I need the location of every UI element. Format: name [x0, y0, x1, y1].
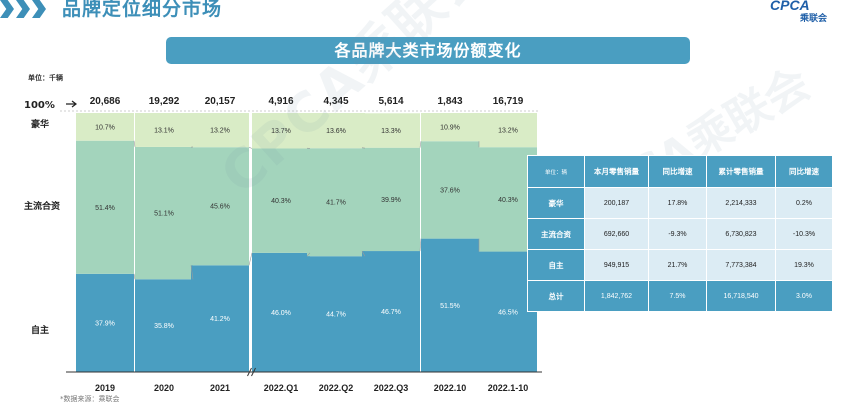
- total-label: 1,843: [437, 96, 462, 107]
- connector-line: [420, 141, 421, 147]
- table-cell: 692,660: [585, 219, 649, 250]
- table-total-row: 总计 1,842,762 7.5% 16,718,540 3.0%: [528, 281, 833, 312]
- data-label: 39.9%: [381, 197, 401, 204]
- tick-label: 2020: [154, 383, 174, 393]
- table-header-cell: 本月零售销量: [585, 156, 649, 188]
- data-label: 37.6%: [440, 187, 460, 194]
- total-label: 4,345: [323, 96, 348, 107]
- data-label: 40.3%: [271, 198, 291, 205]
- table-cell: 总计: [528, 281, 585, 312]
- tick-label: 2022.Q1: [264, 383, 299, 393]
- total-label: 19,292: [149, 96, 180, 107]
- table-row: 主流合资 692,660 -9.3% 6,730,823 -10.3%: [528, 219, 833, 250]
- tick-label: 2019: [95, 383, 115, 393]
- data-label: 51.4%: [95, 205, 115, 212]
- connector-line: [249, 147, 252, 148]
- data-label: 37.9%: [95, 320, 115, 327]
- table-cell: 主流合资: [528, 219, 585, 250]
- data-label: 13.3%: [381, 128, 401, 135]
- data-label: 13.2%: [498, 128, 518, 135]
- table-cell: 17.8%: [649, 188, 707, 219]
- table-cell: 1,842,762: [585, 281, 649, 312]
- table-cell: 0.2%: [776, 188, 833, 219]
- data-label: 13.7%: [271, 128, 291, 135]
- total-label: 16,719: [493, 96, 524, 107]
- table-cell: 自主: [528, 250, 585, 281]
- data-label: 51.1%: [154, 211, 174, 218]
- data-label: 13.2%: [210, 128, 230, 135]
- data-label: 10.7%: [95, 124, 115, 131]
- data-label: 41.7%: [326, 200, 346, 207]
- table-cell: 7.5%: [649, 281, 707, 312]
- table-header-cell: 累计零售销量: [707, 156, 776, 188]
- connector-line: [249, 253, 252, 265]
- total-label: 4,916: [268, 96, 293, 107]
- table-cell: -10.3%: [776, 219, 833, 250]
- sales-table: 单位：辆 本月零售销量 同比增速 累计零售销量 同比增速 豪华 200,187 …: [527, 155, 832, 312]
- arrow-right-icon: [66, 101, 76, 107]
- tick-label: 2022.1-10: [488, 383, 529, 393]
- table-cell: 949,915: [585, 250, 649, 281]
- data-label: 13.6%: [326, 128, 346, 135]
- data-label: 10.9%: [440, 125, 460, 132]
- table-row: 自主 949,915 21.7% 7,773,384 19.3%: [528, 250, 833, 281]
- table-cell: 200,187: [585, 188, 649, 219]
- total-label: 20,686: [90, 96, 121, 107]
- table-cell: -9.3%: [649, 219, 707, 250]
- footnote: *数据来源：乘联会: [60, 394, 120, 404]
- table-header-row: 单位：辆 本月零售销量 同比增速 累计零售销量 同比增速: [528, 156, 833, 188]
- tick-label: 2021: [210, 383, 230, 393]
- data-label: 44.7%: [326, 312, 346, 319]
- table-cell: 豪华: [528, 188, 585, 219]
- data-label: 13.1%: [154, 127, 174, 134]
- table-cell: 7,773,384: [707, 250, 776, 281]
- data-label: 51.5%: [440, 303, 460, 310]
- table-row: 豪华 200,187 17.8% 2,214,333 0.2%: [528, 188, 833, 219]
- data-label: 46.5%: [498, 309, 518, 316]
- tick-label: 2022.10: [434, 383, 467, 393]
- table-header-cell: 单位：辆: [528, 156, 585, 188]
- table-cell: 6,730,823: [707, 219, 776, 250]
- table-cell: 3.0%: [776, 281, 833, 312]
- data-label: 35.8%: [154, 323, 174, 330]
- connector-line: [134, 141, 135, 147]
- tick-label: 2022.Q2: [319, 383, 354, 393]
- total-label: 5,614: [378, 96, 403, 107]
- table-header-cell: 同比增速: [776, 156, 833, 188]
- data-label: 40.3%: [498, 197, 518, 204]
- data-label: 46.7%: [381, 309, 401, 316]
- table-cell: 19.3%: [776, 250, 833, 281]
- total-label: 20,157: [205, 96, 236, 107]
- data-label: 46.0%: [271, 310, 291, 317]
- data-label: 45.6%: [210, 204, 230, 211]
- connector-line: [134, 274, 135, 279]
- table-cell: 2,214,333: [707, 188, 776, 219]
- table-cell: 16,718,540: [707, 281, 776, 312]
- connector-line: [420, 239, 421, 251]
- table-header-cell: 同比增速: [649, 156, 707, 188]
- data-label: 41.2%: [210, 316, 230, 323]
- tick-label: 2022.Q3: [374, 383, 409, 393]
- table-cell: 21.7%: [649, 250, 707, 281]
